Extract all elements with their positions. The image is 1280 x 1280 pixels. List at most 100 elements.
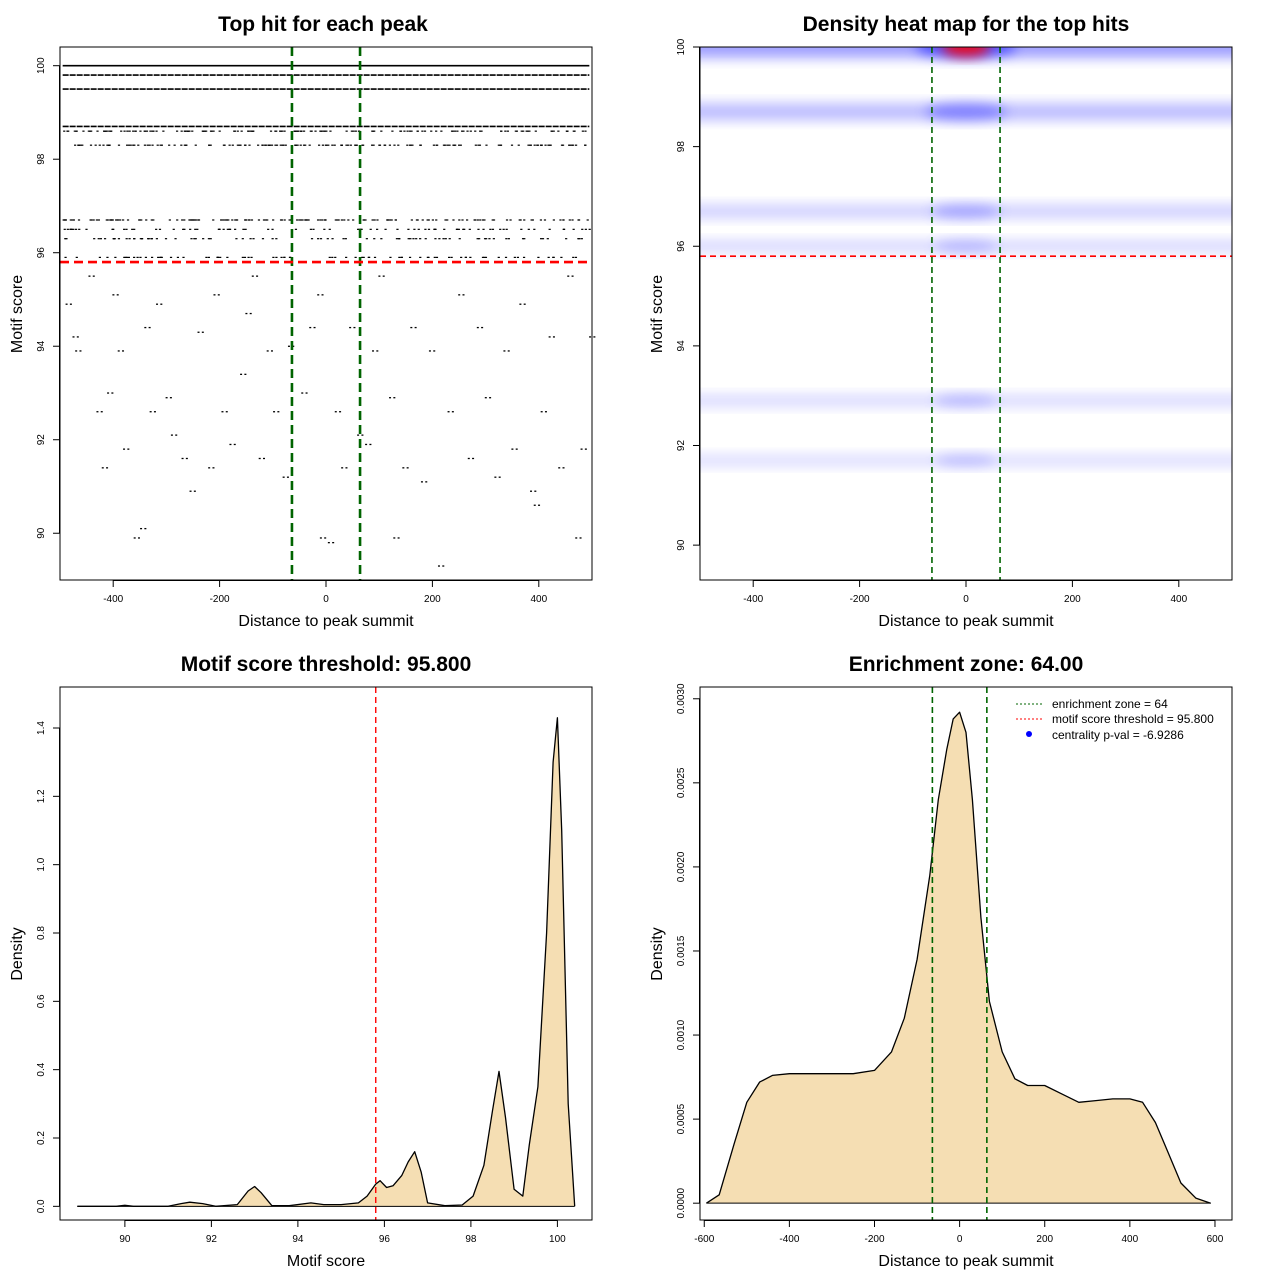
data-point <box>309 228 312 230</box>
data-point <box>398 238 401 240</box>
data-point <box>382 275 385 277</box>
data-point <box>164 238 168 240</box>
data-point <box>552 219 555 221</box>
data-point <box>491 228 495 230</box>
data-point <box>264 219 267 221</box>
data-point <box>150 238 154 240</box>
data-point <box>180 144 183 146</box>
data-point <box>442 144 446 146</box>
data-point <box>529 144 532 146</box>
data-point <box>287 345 290 347</box>
data-point <box>435 256 439 258</box>
data-point <box>181 457 184 460</box>
data-point <box>234 228 237 230</box>
data-point <box>76 336 79 338</box>
data-point <box>384 228 387 230</box>
data-point <box>205 256 208 258</box>
data-point <box>349 326 352 329</box>
data-point <box>321 144 325 146</box>
data-point <box>63 130 66 132</box>
data-point <box>250 219 254 221</box>
data-point <box>183 144 186 146</box>
data-point <box>446 144 449 146</box>
data-point <box>218 130 221 132</box>
data-point <box>183 228 186 230</box>
data-point <box>136 256 139 258</box>
data-point <box>458 219 461 221</box>
data-point <box>202 238 205 240</box>
data-point <box>169 397 172 399</box>
data-point <box>500 130 503 132</box>
data-point <box>126 130 129 132</box>
data-point <box>283 219 286 221</box>
data-point <box>222 228 225 230</box>
data-point <box>149 411 152 413</box>
panel1-x-tick-label: -400 <box>103 594 123 605</box>
data-point <box>386 219 389 221</box>
data-point <box>314 130 317 132</box>
data-point <box>193 238 196 240</box>
panel3-y-tick-label: 0.4 <box>36 1062 47 1076</box>
panel3-y-tick-label: 0.2 <box>36 1131 47 1145</box>
data-point <box>497 144 500 146</box>
data-point <box>97 238 100 240</box>
panel1-y-tick-label: 96 <box>36 247 47 259</box>
data-point <box>235 219 238 221</box>
data-point <box>472 457 475 460</box>
data-point <box>572 228 575 230</box>
data-point <box>258 457 261 460</box>
data-point <box>469 256 472 258</box>
data-point <box>572 256 575 258</box>
data-point <box>125 256 129 258</box>
data-point <box>410 326 413 329</box>
data-point <box>272 256 275 258</box>
data-point <box>127 144 131 146</box>
data-point <box>64 256 67 258</box>
data-point <box>98 144 101 146</box>
data-point <box>126 144 129 146</box>
data-point <box>67 130 70 132</box>
data-point <box>144 326 147 329</box>
data-point <box>476 238 479 240</box>
data-point <box>65 303 68 305</box>
data-point <box>331 238 334 240</box>
data-point <box>160 303 163 305</box>
data-point <box>478 144 482 146</box>
data-point <box>197 331 200 333</box>
data-point <box>114 256 117 258</box>
data-point <box>146 144 149 146</box>
data-point <box>105 130 108 132</box>
data-point <box>328 256 331 258</box>
data-point <box>424 238 427 240</box>
data-point <box>72 219 76 221</box>
data-point <box>249 312 252 315</box>
data-point <box>79 350 82 352</box>
legend-pval-swatch <box>1026 731 1032 737</box>
data-point <box>334 256 337 258</box>
data-point <box>140 219 143 221</box>
data-point <box>373 256 377 258</box>
data-point <box>567 275 570 277</box>
panel1-y-tick-label: 94 <box>36 340 47 352</box>
data-point <box>391 130 394 132</box>
panel2-y-tick-label: 90 <box>676 539 687 551</box>
data-point <box>540 144 543 146</box>
data-point <box>129 144 132 146</box>
data-point <box>244 144 247 146</box>
data-point <box>266 219 269 221</box>
data-point <box>231 144 234 146</box>
data-point <box>194 238 197 240</box>
data-point <box>244 373 247 375</box>
data-point <box>229 443 232 446</box>
data-point <box>148 144 151 146</box>
data-point <box>153 411 156 413</box>
data-point <box>160 144 163 146</box>
data-point <box>133 256 136 258</box>
data-point <box>436 144 439 146</box>
data-point <box>236 130 239 132</box>
data-point <box>115 219 118 221</box>
data-point <box>223 144 226 146</box>
data-point <box>195 219 198 221</box>
data-point <box>226 228 229 230</box>
data-point <box>139 130 142 132</box>
